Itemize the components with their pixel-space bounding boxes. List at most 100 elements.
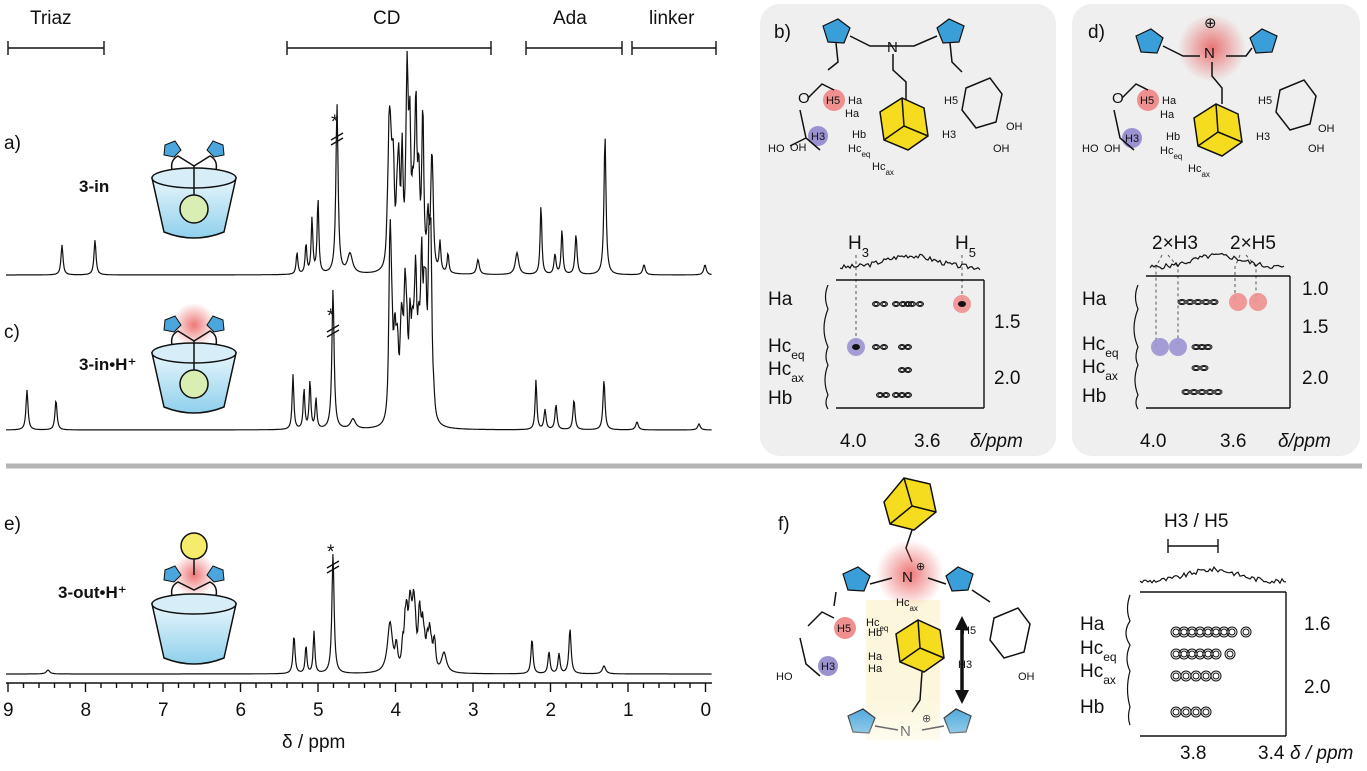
noesy-cross-peak xyxy=(1199,365,1209,371)
ha-label-f2: Ha xyxy=(868,663,883,675)
noesy-cross-peak xyxy=(1209,299,1219,305)
noesy-cross-peak xyxy=(905,393,911,397)
noesy-cross-peak xyxy=(909,302,915,306)
h3-label-d: H3 xyxy=(1125,133,1139,145)
h3-right-b: H3 xyxy=(942,129,956,141)
noesy-cross-peak xyxy=(880,344,888,350)
noesy-cross-peak xyxy=(905,345,911,349)
main-axis-tick-label: 8 xyxy=(81,700,92,721)
panel-label-c: c) xyxy=(4,322,20,343)
oh-right-b1: OH xyxy=(1006,121,1023,133)
noesy-d-top-projection xyxy=(1149,252,1285,270)
main-axis-tick-label: 1 xyxy=(623,700,634,721)
region-label-ada: Ada xyxy=(553,8,587,29)
noesy-cross-peak xyxy=(1224,648,1236,660)
noesy-cross-peak xyxy=(1192,672,1200,680)
noesy-b-h3-sub: 3 xyxy=(862,245,869,260)
noesy-f-top-projection xyxy=(1139,565,1287,585)
noesy-cross-peak xyxy=(1199,390,1205,394)
noesy-cross-peak xyxy=(1204,628,1212,636)
noesy-cross-peak xyxy=(1172,650,1180,658)
h3-label-f: H3 xyxy=(821,661,835,673)
noesy-f-xtick-2: 3.4 xyxy=(1258,743,1285,764)
panel-label-f: f) xyxy=(778,514,790,535)
ho-label-b: HO xyxy=(768,143,785,155)
n-f: N xyxy=(902,569,913,586)
main-x-axis: 9 8 7 6 5 4 3 2 1 0 δ / ppm xyxy=(3,682,712,753)
noesy-b-side-projection xyxy=(823,284,829,410)
noesy-cross-peak xyxy=(1195,300,1201,304)
main-axis-tick-label: 5 xyxy=(313,700,324,721)
noesy-cross-peak xyxy=(1212,628,1220,636)
panel-label-d: d) xyxy=(1088,22,1105,43)
noesy-cross-peak xyxy=(1210,648,1222,660)
noesy-d-xtick-2: 3.6 xyxy=(1220,431,1246,452)
cartoon-3-in-h xyxy=(151,303,237,414)
noesy-cross-peak xyxy=(873,345,879,349)
noesy-cross-peak xyxy=(1201,366,1207,370)
noesy-cross-peak xyxy=(1228,628,1236,636)
solvent-star-c: * xyxy=(327,306,335,327)
noesy-cross-peak xyxy=(1203,344,1213,350)
noesy-cross-peak xyxy=(908,301,916,307)
hb-label-b: Hb xyxy=(852,129,866,141)
noesy-b-xtick-1: 4.0 xyxy=(840,431,866,452)
noesy-cross-peak xyxy=(1192,708,1200,716)
noesy-cross-peak xyxy=(1202,708,1210,716)
structure-f: N ⊕ Hceq Hb Hcax Ha Ha H5 H3 HO H5 H3 OH xyxy=(776,477,1035,771)
noesy-cross-peak xyxy=(881,302,887,306)
noesy-cross-peak xyxy=(916,301,924,307)
solvent-star-e: * xyxy=(327,542,335,563)
ha-label-d1: Ha xyxy=(1162,95,1177,107)
noesy-cross-peak xyxy=(1220,628,1228,636)
noesy-cross-peak xyxy=(917,302,923,306)
noesy-cross-peak xyxy=(904,367,912,373)
h3-right-f: H3 xyxy=(958,659,972,671)
noesy-d-h5-label: 2×H5 xyxy=(1230,233,1276,254)
noesy-cross-peak xyxy=(1213,389,1223,395)
panel-label-e: e) xyxy=(4,514,21,535)
noesy-d-ytick-1: 1.0 xyxy=(1302,279,1328,300)
noesy-cross-peak xyxy=(1240,626,1252,638)
noesy-cross-peak xyxy=(881,345,887,349)
region-label-cd: CD xyxy=(373,8,400,29)
noesy-d-row-hb: Hb xyxy=(1082,386,1106,407)
noesy-f-xtick-1: 3.8 xyxy=(1180,743,1206,764)
h3-right-d: H3 xyxy=(1256,131,1270,143)
noesy-cross-peak xyxy=(1172,672,1180,680)
main-axis-tick-label: 6 xyxy=(236,700,247,721)
h5-label-f: H5 xyxy=(837,623,851,635)
noesy-cross-peak xyxy=(1226,626,1238,638)
ha-label-d2: Ha xyxy=(1160,109,1175,121)
main-axis-tick-label: 3 xyxy=(468,700,479,721)
ha-label-b2: Ha xyxy=(845,108,860,120)
main-axis-tick-label: 9 xyxy=(3,700,14,721)
noesy-f-side-projection xyxy=(1125,594,1131,726)
noesy-cross-peak xyxy=(1180,650,1188,658)
n-d: N xyxy=(1204,45,1215,62)
noesy-cross-peak xyxy=(872,301,880,307)
noesy-cross-peak xyxy=(904,392,912,398)
noesy-cross-peak xyxy=(1210,670,1222,682)
ho-label-d: HO xyxy=(1082,143,1099,155)
noesy-d-axis-label: δ/ppm xyxy=(1278,431,1331,452)
noesy-cross-peak xyxy=(880,301,888,307)
h3-label-b: H3 xyxy=(811,131,825,143)
noesy-cross-peak xyxy=(899,301,907,307)
panel-label-b: b) xyxy=(774,22,791,43)
noesy-cross-peak xyxy=(882,392,890,398)
main-axis-tick-label: 4 xyxy=(391,700,402,721)
cartoon-3-in xyxy=(151,140,237,239)
noesy-cross-peak xyxy=(1204,650,1212,658)
amine-n-b: N xyxy=(887,39,898,56)
noesy-b-ytick-1: 1.5 xyxy=(994,312,1020,333)
noesy-cross-peak xyxy=(1188,650,1196,658)
noesy-d-ytick-3: 2.0 xyxy=(1302,368,1328,389)
noesy-cross-peak xyxy=(904,344,912,350)
noesy-b-h5-sub: 5 xyxy=(969,245,976,260)
solvent-star-a: * xyxy=(331,112,339,133)
noesy-f-row-ha: Ha xyxy=(1080,614,1105,635)
noesy-cross-peak xyxy=(883,393,889,397)
noesy-f-row-hcax: Hcax xyxy=(1080,661,1116,687)
hb-label-f: Hb xyxy=(868,627,882,639)
